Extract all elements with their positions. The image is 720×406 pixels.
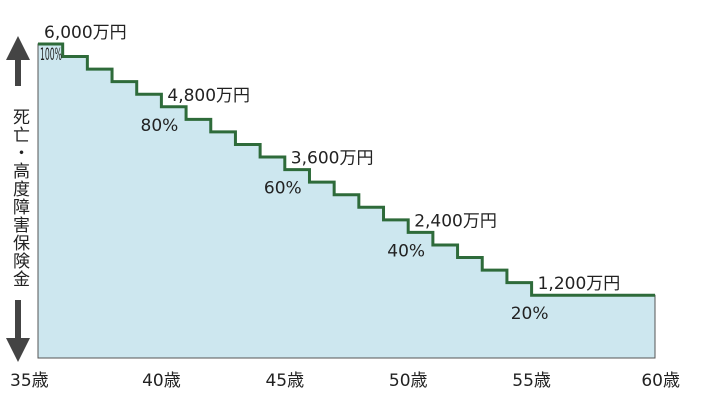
amount-label: 1,200万円 xyxy=(538,274,621,294)
percent-label: 100% xyxy=(40,45,62,65)
benefit-area xyxy=(37,43,656,359)
y-axis-label: 死亡・高度障害保険金 xyxy=(9,108,29,288)
percent-label: 80% xyxy=(141,116,179,136)
percent-label: 60% xyxy=(264,179,302,199)
percent-label: 40% xyxy=(387,241,425,261)
percent-label: 20% xyxy=(511,304,549,324)
x-tick-label: 55歳 xyxy=(512,371,551,391)
amount-label: 6,000万円 xyxy=(44,23,127,43)
x-tick-label: 40歳 xyxy=(142,371,181,391)
x-tick-label: 45歳 xyxy=(265,371,304,391)
x-tick-label: 35歳 xyxy=(10,371,49,391)
amount-label: 3,600万円 xyxy=(291,149,374,169)
amount-label: 2,400万円 xyxy=(414,211,497,231)
x-tick-label: 60歳 xyxy=(641,371,680,391)
benefit-step-line xyxy=(38,42,655,297)
amount-label: 4,800万円 xyxy=(167,86,250,106)
x-tick-label: 50歳 xyxy=(389,371,428,391)
